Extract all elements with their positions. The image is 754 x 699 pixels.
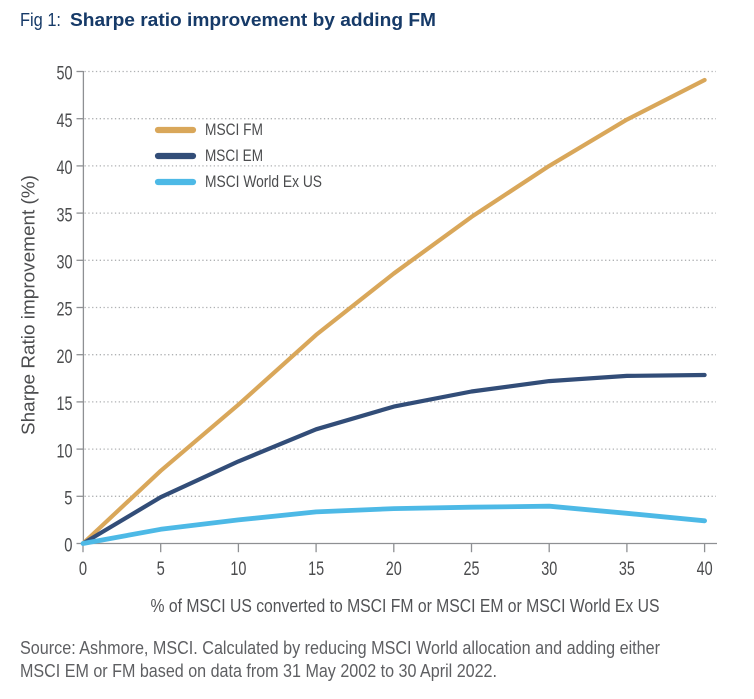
svg-text:10: 10	[230, 559, 246, 580]
svg-text:MSCI EM or FM based on data fr: MSCI EM or FM based on data from 31 May …	[20, 661, 497, 681]
svg-text:0: 0	[79, 559, 87, 580]
svg-text:30: 30	[541, 559, 557, 580]
svg-text:40: 40	[57, 158, 73, 179]
svg-text:25: 25	[57, 300, 73, 321]
svg-text:0: 0	[64, 536, 72, 557]
svg-text:20: 20	[386, 559, 402, 580]
svg-text:Source: Ashmore, MSCI. Calcula: Source: Ashmore, MSCI. Calculated by red…	[20, 638, 660, 658]
svg-text:MSCI World Ex US: MSCI World Ex US	[205, 173, 322, 191]
svg-text:35: 35	[619, 559, 635, 580]
svg-text:15: 15	[57, 394, 73, 415]
svg-text:Sharpe Ratio improvement (%): Sharpe Ratio improvement (%)	[19, 175, 39, 435]
svg-text:50: 50	[57, 64, 73, 85]
svg-text:Fig 1:: Fig 1:	[20, 10, 61, 30]
svg-text:Sharpe ratio improvement by ad: Sharpe ratio improvement by adding FM	[70, 10, 436, 30]
svg-text:15: 15	[308, 559, 324, 580]
svg-text:10: 10	[57, 441, 73, 462]
svg-text:20: 20	[57, 347, 73, 368]
svg-text:45: 45	[57, 111, 73, 132]
svg-text:5: 5	[64, 489, 72, 510]
svg-text:5: 5	[157, 559, 165, 580]
svg-text:40: 40	[697, 559, 713, 580]
svg-text:25: 25	[464, 559, 480, 580]
svg-text:MSCI EM: MSCI EM	[205, 147, 263, 165]
svg-text:30: 30	[57, 253, 73, 274]
svg-text:35: 35	[57, 205, 73, 226]
svg-text:% of MSCI US converted to MSCI: % of MSCI US converted to MSCI FM or MSC…	[151, 596, 660, 616]
svg-text:MSCI FM: MSCI FM	[205, 121, 263, 139]
